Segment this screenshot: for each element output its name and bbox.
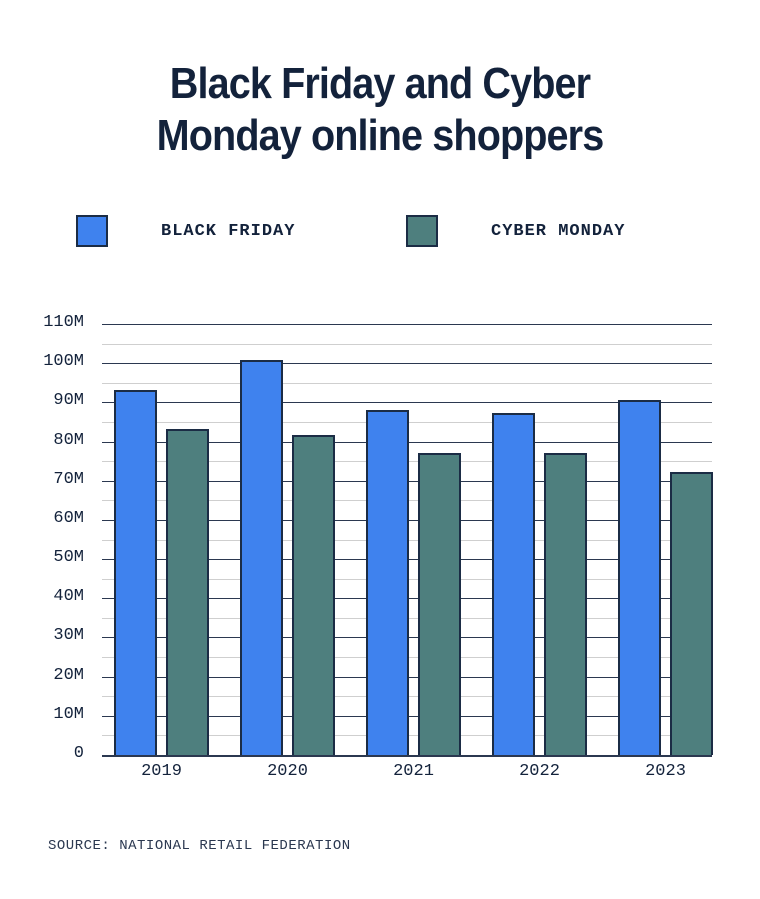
x-axis-line bbox=[102, 755, 712, 757]
bar-black-friday-2019 bbox=[114, 389, 157, 755]
legend-swatch-cyber-monday bbox=[406, 215, 438, 247]
x-tick-label: 2023 bbox=[645, 762, 686, 781]
y-tick-label: 30M bbox=[53, 626, 84, 646]
y-tick-label: 100M bbox=[43, 352, 84, 372]
bar-cyber-monday-2023 bbox=[670, 472, 713, 755]
title-line-2: Monday online shoppers bbox=[156, 111, 605, 160]
y-tick-label: 40M bbox=[53, 587, 84, 607]
chart-title: Black Friday and Cyber Monday online sho… bbox=[38, 58, 722, 162]
bar-cyber-monday-2019 bbox=[166, 429, 209, 755]
bar-cyber-monday-2020 bbox=[292, 434, 335, 755]
bar-black-friday-2022 bbox=[492, 413, 535, 755]
gridline-major bbox=[102, 324, 712, 325]
legend-swatch-black-friday bbox=[76, 215, 108, 247]
bar-cyber-monday-2021 bbox=[418, 453, 461, 755]
y-tick-label: 50M bbox=[53, 548, 84, 568]
x-tick-label: 2019 bbox=[141, 762, 182, 781]
gridline-major bbox=[102, 363, 712, 365]
y-tick-label: 20M bbox=[53, 665, 84, 685]
gridline-major bbox=[102, 402, 712, 404]
y-tick-label: 80M bbox=[53, 430, 84, 450]
gridline-minor bbox=[102, 382, 712, 384]
x-tick-label: 2021 bbox=[393, 762, 434, 781]
y-tick-label: 0 bbox=[73, 744, 84, 763]
gridline-minor bbox=[102, 343, 712, 345]
bar-black-friday-2020 bbox=[240, 360, 283, 755]
x-tick-label: 2022 bbox=[519, 762, 560, 781]
legend-label-cyber-monday: CYBER MONDAY bbox=[491, 222, 626, 241]
x-tick-label: 2020 bbox=[267, 762, 308, 781]
bar-black-friday-2021 bbox=[366, 410, 409, 755]
y-tick-label: 10M bbox=[53, 704, 84, 724]
y-tick-label: 70M bbox=[53, 469, 84, 489]
title-line-1: Black Friday and Cyber bbox=[169, 59, 591, 108]
y-tick-label: 110M bbox=[43, 313, 84, 332]
y-tick-label: 90M bbox=[53, 391, 84, 411]
y-tick-label: 60M bbox=[53, 508, 84, 528]
bar-black-friday-2023 bbox=[618, 400, 661, 755]
bar-cyber-monday-2022 bbox=[544, 453, 587, 755]
source-note: SOURCE: NATIONAL RETAIL FEDERATION bbox=[48, 838, 351, 854]
legend-label-black-friday: BLACK FRIDAY bbox=[161, 222, 296, 241]
